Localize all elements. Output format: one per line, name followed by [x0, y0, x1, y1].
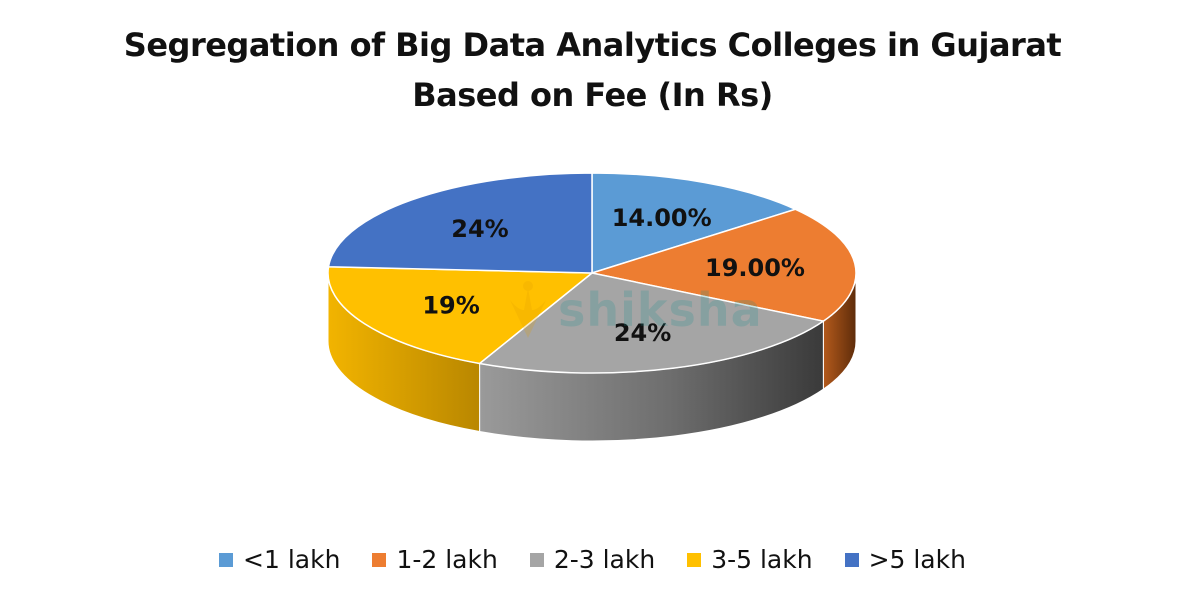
legend-swatch: [529, 552, 544, 567]
pie-slice-gt-5-lakh: [327, 172, 593, 274]
pie-label-1-2-lakh: 19.00%: [705, 254, 805, 282]
legend-label: 1-2 lakh: [396, 545, 498, 574]
pie-label-lt-1-lakh: 14.00%: [612, 204, 712, 232]
legend-label: >5 lakh: [868, 545, 966, 574]
pie-data-labels: 14.00% 19.00% 24% 19% 24%: [422, 204, 805, 347]
legend-label: <1 lakh: [243, 545, 341, 574]
legend-swatch: [844, 552, 859, 567]
pie-label-2-3-lakh: 24%: [614, 319, 671, 347]
pie-slice-3-5-lakh: [327, 265, 595, 365]
legend-item-lt-1-lakh: <1 lakh: [219, 545, 340, 574]
legend-item-3-5-lakh: 3-5 lakh: [687, 545, 813, 574]
legend-item-2-3-lakh: 2-3 lakh: [529, 545, 656, 574]
pie-label-3-5-lakh: 19%: [422, 292, 479, 320]
chart-title-line-2: Based on Fee (In Rs): [412, 76, 773, 114]
legend-item-1-2-lakh: 1-2 lakh: [372, 545, 498, 574]
pie-slice-1-2-lakh: [589, 208, 857, 322]
legend-swatch: [687, 552, 702, 567]
legend-item-gt-5-lakh: >5 lakh: [844, 545, 966, 574]
legend-label: 3-5 lakh: [711, 545, 813, 574]
pie-slice-lt-1-lakh: [591, 172, 798, 275]
pie-label-gt-5-lakh: 24%: [451, 215, 508, 243]
pie-top-slices: [327, 172, 857, 374]
chart-title-line-1: Segregation of Big Data Analytics Colleg…: [123, 26, 1062, 64]
legend-swatch: [219, 552, 234, 567]
legend-label: 2-3 lakh: [553, 545, 656, 574]
chart-title: Segregation of Big Data Analytics Colleg…: [0, 20, 1185, 120]
pie-side-walls: [327, 272, 857, 442]
chart-legend: <1 lakh 1-2 lakh 2-3 lakh 3-5 lakh >5 la…: [0, 545, 1185, 574]
pie-slice-2-3-lakh: [477, 272, 826, 374]
legend-swatch: [372, 552, 387, 567]
